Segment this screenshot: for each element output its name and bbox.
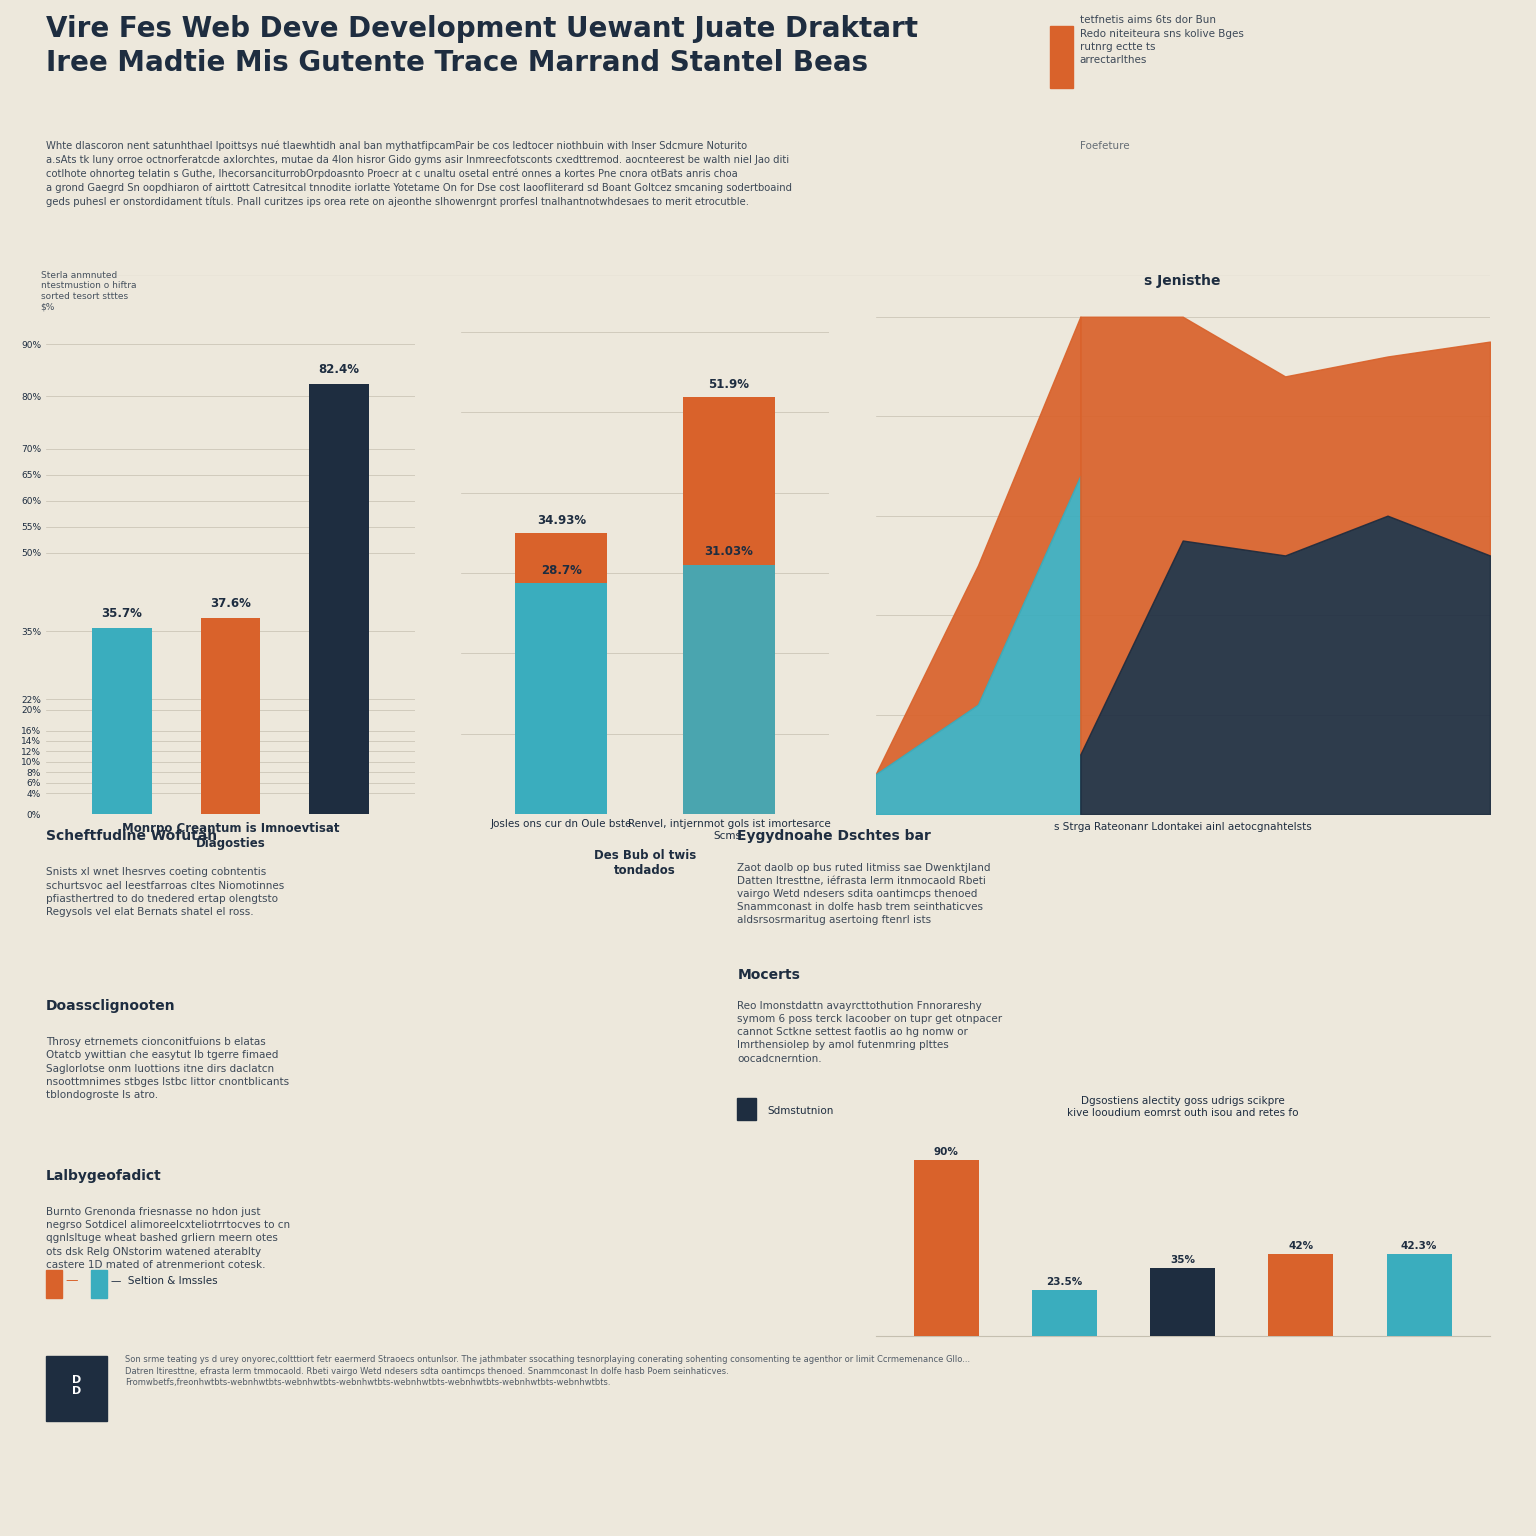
Text: Whte dlascoron nent satunhthael lpoittsys nué tlaewhtidh anal ban mythatfipcamPa: Whte dlascoron nent satunhthael lpoittsy… [46, 141, 793, 207]
Text: Lalbygeofadict: Lalbygeofadict [46, 1169, 161, 1183]
Text: Vire Fes Web Deve Development Uewant Juate Draktart
Iree Madtie Mis Gutente Trac: Vire Fes Web Deve Development Uewant Jua… [46, 15, 919, 77]
Title: s Jenisthe: s Jenisthe [1144, 273, 1221, 287]
Text: 28.7%: 28.7% [541, 564, 582, 578]
Bar [1150, 1267, 1215, 1336]
Bar [515, 533, 607, 814]
Bar [91, 1270, 108, 1298]
Text: D
D: D D [72, 1375, 81, 1396]
Text: Reo Imonstdattn avayrcttothution Fnnorareshy
symom 6 poss terck lacoober on tupr: Reo Imonstdattn avayrcttothution Fnnorar… [737, 1001, 1003, 1063]
Bar [684, 565, 776, 814]
Bar [201, 617, 260, 814]
Text: 37.6%: 37.6% [210, 598, 250, 610]
Bar [92, 628, 152, 814]
Text: Mocerts: Mocerts [737, 968, 800, 982]
Text: Zaot daolb op bus ruted litmiss sae Dwenktjland
Datten ltresttne, iéfrasta lerm : Zaot daolb op bus ruted litmiss sae Dwen… [737, 863, 991, 925]
Text: —  Seltion & Imssles: — Seltion & Imssles [111, 1275, 217, 1286]
Text: Eygydnoahe Dschtes bar: Eygydnoahe Dschtes bar [737, 829, 931, 843]
Text: 82.4%: 82.4% [318, 362, 359, 376]
Bar [1032, 1290, 1097, 1336]
Bar [914, 1160, 978, 1336]
Bar [515, 584, 607, 814]
Text: 42%: 42% [1289, 1241, 1313, 1252]
Text: —: — [66, 1273, 78, 1287]
X-axis label: s Strga Rateonanr Ldontakei ainl aetocgnahtelsts: s Strga Rateonanr Ldontakei ainl aetocgn… [1054, 822, 1312, 833]
Text: Sdmstutnion: Sdmstutnion [768, 1106, 834, 1117]
Text: 90%: 90% [934, 1147, 958, 1158]
Bar [46, 1270, 61, 1298]
Text: Scheftfudine Wofutah: Scheftfudine Wofutah [46, 829, 217, 843]
Title: Dgsostiens alectity goss udrigs scikpre
kive looudium eomrst outh isou and retes: Dgsostiens alectity goss udrigs scikpre … [1068, 1097, 1298, 1118]
Text: Sterla anmnuted
ntestmustion o hiftra
sorted tesort stttes
$%: Sterla anmnuted ntestmustion o hiftra so… [40, 270, 137, 312]
Text: 34.93%: 34.93% [536, 515, 585, 527]
Text: Burnto Grenonda friesnasse no hdon just
negrso Sotdicel alimoreelcxteliotrrtocve: Burnto Grenonda friesnasse no hdon just … [46, 1207, 290, 1270]
Text: 23.5%: 23.5% [1046, 1278, 1083, 1287]
Bar [46, 1356, 106, 1421]
Bar [737, 1098, 756, 1120]
Text: 35.7%: 35.7% [101, 607, 143, 621]
Text: Son srme teating ys d urey onyorec,coltttiort fetr eaermerd Straoecs ontunlsor. : Son srme teating ys d urey onyorec,coltt… [126, 1355, 971, 1387]
Text: Throsy etrnemets cionconitfuions b elatas
Otatcb ywittian che easytut lb tgerre : Throsy etrnemets cionconitfuions b elata… [46, 1037, 289, 1100]
Bar [684, 398, 776, 814]
Text: Snists xl wnet lhesrves coeting cobntentis
schurtsvoc ael leestfarroas cltes Nio: Snists xl wnet lhesrves coeting cobntent… [46, 868, 284, 917]
Bar [1269, 1255, 1333, 1336]
Text: Doassclignooten: Doassclignooten [46, 1000, 175, 1014]
Bar [1049, 26, 1072, 89]
Text: 42.3%: 42.3% [1401, 1241, 1438, 1250]
Text: tetfnetis aims 6ts dor Bun
Redo niteiteura sns kolive Bges
rutnrg ectte ts
arrec: tetfnetis aims 6ts dor Bun Redo niteiteu… [1080, 15, 1244, 65]
X-axis label: Monrpo Creantum is Imnoevtisat
Diagosties: Monrpo Creantum is Imnoevtisat Diagostie… [121, 822, 339, 851]
X-axis label: Des Bub ol twis
tondados: Des Bub ol twis tondados [594, 849, 696, 877]
Text: 31.03%: 31.03% [705, 545, 753, 559]
Text: Foefeture: Foefeture [1080, 141, 1129, 151]
Bar [1387, 1253, 1452, 1336]
Bar [309, 384, 369, 814]
Text: 35%: 35% [1170, 1255, 1195, 1266]
Text: 51.9%: 51.9% [708, 378, 750, 390]
